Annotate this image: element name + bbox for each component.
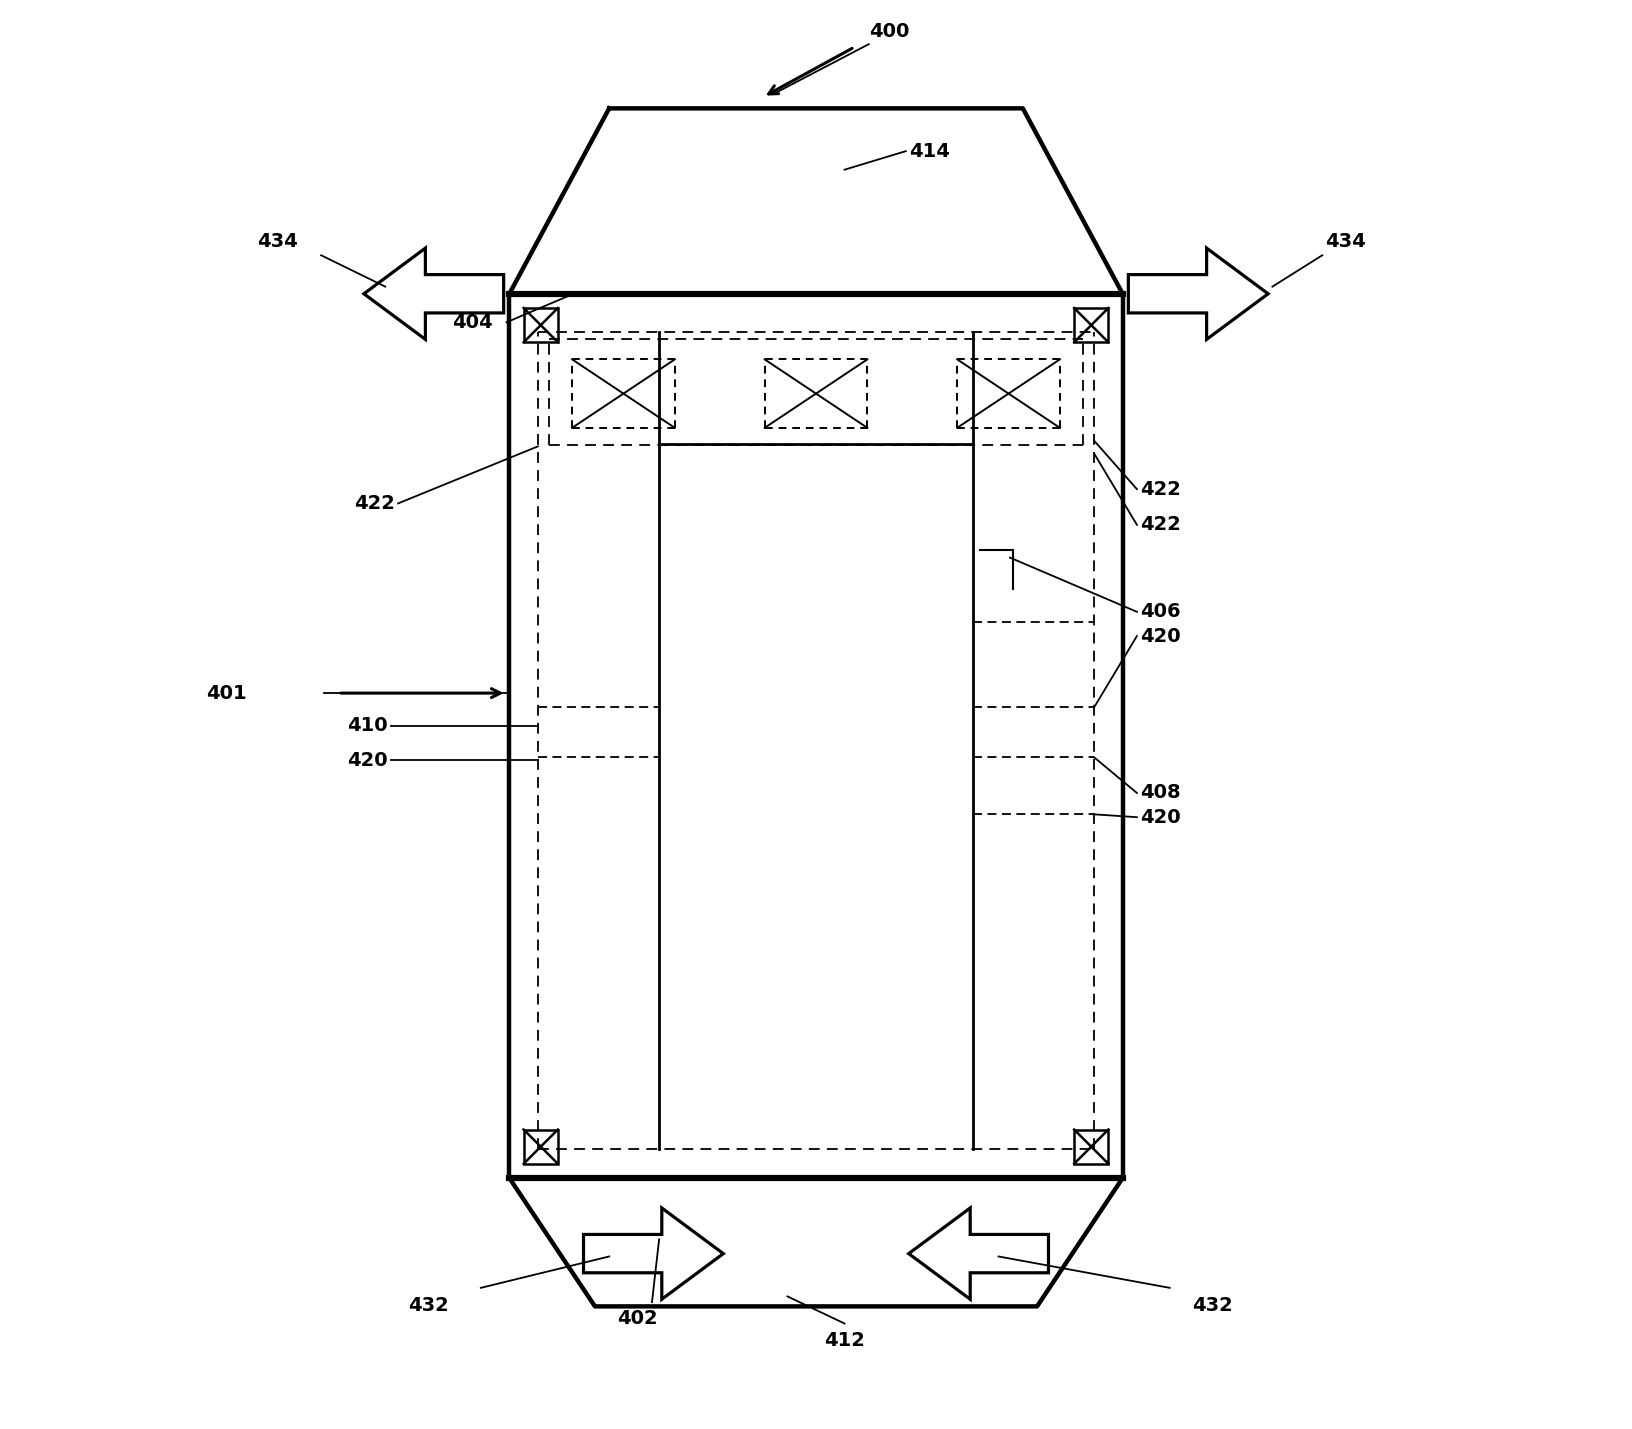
Polygon shape <box>509 294 1123 1177</box>
Bar <box>524 309 558 343</box>
Text: 414: 414 <box>909 141 950 160</box>
Polygon shape <box>584 1208 723 1299</box>
Polygon shape <box>1128 249 1268 340</box>
Text: 404: 404 <box>452 313 493 332</box>
Text: 434: 434 <box>1325 231 1366 252</box>
Text: 408: 408 <box>1139 783 1180 803</box>
Bar <box>1074 309 1108 343</box>
Text: 432: 432 <box>408 1296 449 1316</box>
Text: 434: 434 <box>256 231 297 252</box>
Text: 400: 400 <box>868 23 909 41</box>
Text: 410: 410 <box>348 716 388 736</box>
Text: 422: 422 <box>1139 516 1180 534</box>
Text: 422: 422 <box>1139 480 1180 499</box>
Text: 406: 406 <box>1139 602 1180 622</box>
Polygon shape <box>364 249 504 340</box>
Text: 432: 432 <box>1191 1296 1232 1316</box>
Text: 412: 412 <box>824 1330 865 1349</box>
Polygon shape <box>509 109 1123 294</box>
Text: 420: 420 <box>1139 626 1180 646</box>
Bar <box>524 1129 558 1163</box>
Polygon shape <box>909 1208 1048 1299</box>
Text: 401: 401 <box>206 683 246 703</box>
Text: 420: 420 <box>348 750 388 770</box>
Text: 422: 422 <box>354 494 395 513</box>
Polygon shape <box>509 1177 1123 1306</box>
Bar <box>1074 1129 1108 1163</box>
Text: 420: 420 <box>1139 807 1180 827</box>
Text: 402: 402 <box>617 1309 658 1328</box>
